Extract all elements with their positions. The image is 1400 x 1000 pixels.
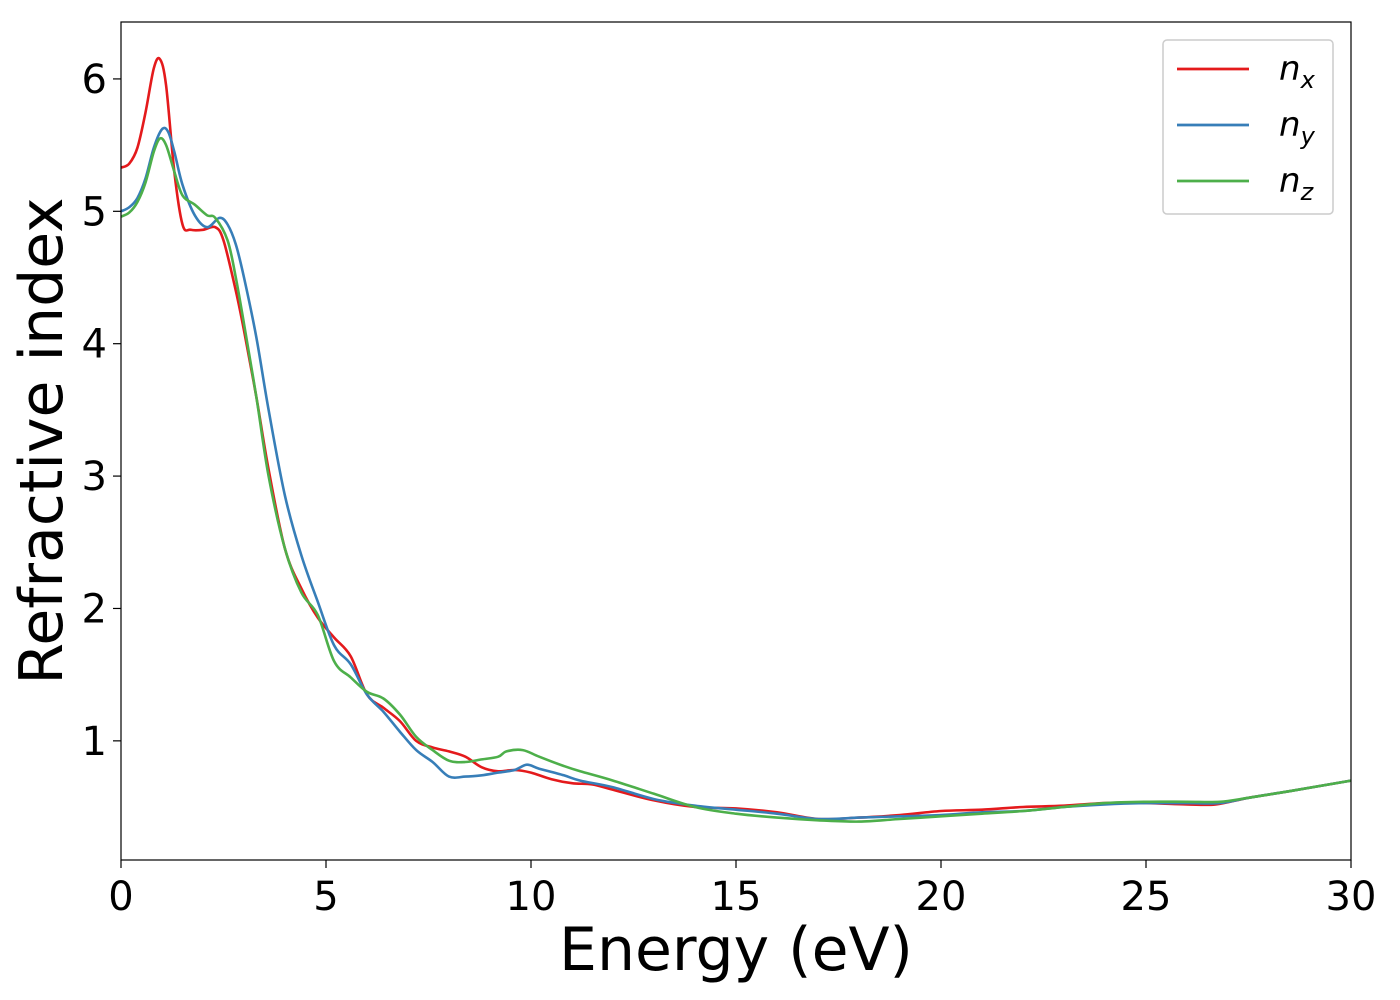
x-tick-label: 5 (313, 874, 338, 920)
series-line-ny (120, 126, 1352, 821)
x-tick-label: 0 (108, 874, 133, 920)
legend-label-nx: nx (1279, 49, 1316, 94)
legend-label-base: n (1279, 49, 1301, 89)
y-tick-label: 5 (82, 189, 107, 235)
legend-label-ny: ny (1279, 105, 1316, 150)
legend-label-subscript: x (1300, 66, 1316, 94)
y-tick-label: 1 (82, 719, 107, 765)
y-tick-label: 4 (82, 322, 107, 368)
legend-label-subscript: z (1300, 178, 1315, 206)
y-tick-label: 2 (82, 586, 107, 632)
x-tick-label: 10 (506, 874, 557, 920)
plot-area (121, 22, 1351, 860)
y-axis-title: Refractive index (7, 197, 77, 684)
y-tick-label: 6 (82, 57, 107, 103)
y-tick-label: 3 (82, 454, 107, 500)
x-tick-label: 15 (711, 874, 762, 920)
series-layer (120, 56, 1352, 823)
x-tick-label: 20 (916, 874, 967, 920)
legend-label-base: n (1279, 105, 1301, 145)
x-tick-label: 25 (1121, 874, 1172, 920)
y-axis: 1 2 3 4 5 6 (82, 57, 121, 765)
legend-label-nz: nz (1279, 161, 1315, 206)
x-axis: 0 5 10 15 20 25 30 (108, 860, 1376, 920)
series-line-nz (120, 136, 1352, 823)
x-tick-label: 30 (1326, 874, 1377, 920)
legend-label-base: n (1279, 161, 1301, 201)
series-line-nx (120, 56, 1352, 821)
legend-box (1162, 39, 1334, 215)
x-axis-title: Energy (eV) (559, 915, 913, 985)
legend-label-subscript: y (1300, 122, 1316, 150)
